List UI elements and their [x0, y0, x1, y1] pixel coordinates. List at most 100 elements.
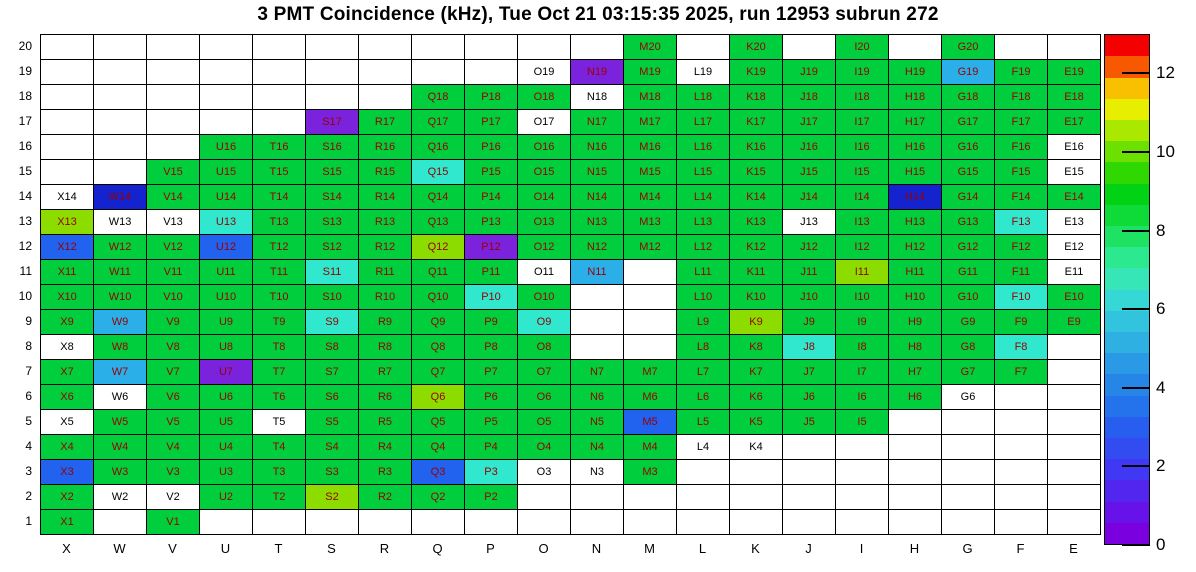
heatmap-cell: G12	[942, 235, 995, 260]
heatmap-cell: T6	[253, 385, 306, 410]
heatmap-cell: E15	[1048, 160, 1101, 185]
heatmap-cell: H16	[889, 135, 942, 160]
heatmap-cell: M14	[624, 185, 677, 210]
heatmap-cell-empty	[253, 85, 306, 110]
heatmap-cell: J18	[783, 85, 836, 110]
heatmap-cell: Q15	[412, 160, 465, 185]
heatmap-cell: G13	[942, 210, 995, 235]
heatmap-cell: X8	[41, 335, 94, 360]
heatmap-cell: E12	[1048, 235, 1101, 260]
colorbar-band	[1105, 183, 1149, 205]
heatmap-cell: X11	[41, 260, 94, 285]
heatmap-cell: M7	[624, 360, 677, 385]
heatmap-cell-empty	[571, 335, 624, 360]
heatmap-cell: Q6	[412, 385, 465, 410]
heatmap-cell: X5	[41, 410, 94, 435]
heatmap-cell: S12	[306, 235, 359, 260]
heatmap-cell: I6	[836, 385, 889, 410]
heatmap-cell-empty	[730, 460, 783, 485]
heatmap-cell: X2	[41, 485, 94, 510]
heatmap-cell: I16	[836, 135, 889, 160]
heatmap-cell: I9	[836, 310, 889, 335]
heatmap-cell-empty	[94, 510, 147, 535]
heatmap-cell: L17	[677, 110, 730, 135]
heatmap-cell: V2	[147, 485, 200, 510]
x-axis-label: L	[698, 541, 707, 556]
heatmap-cell-empty	[942, 460, 995, 485]
y-axis-label: 14	[18, 189, 32, 203]
heatmap-cell-empty	[94, 160, 147, 185]
heatmap-cell: T10	[253, 285, 306, 310]
heatmap-cell-empty	[94, 35, 147, 60]
heatmap-cell: R15	[359, 160, 412, 185]
heatmap-cell-empty	[306, 35, 359, 60]
heatmap-cell-empty	[677, 35, 730, 60]
x-axis-label: N	[591, 541, 602, 556]
y-axis-label: 9	[25, 314, 32, 328]
heatmap-cell: U4	[200, 435, 253, 460]
heatmap-cell: Q3	[412, 460, 465, 485]
y-axis-label: 5	[25, 414, 32, 428]
heatmap-cell: S5	[306, 410, 359, 435]
x-axis-label: G	[962, 541, 973, 556]
heatmap-cell-empty	[677, 460, 730, 485]
heatmap-cell: T3	[253, 460, 306, 485]
heatmap-cell: F12	[995, 235, 1048, 260]
heatmap-cell: V5	[147, 410, 200, 435]
heatmap-cell: P10	[465, 285, 518, 310]
heatmap-cell-empty	[836, 510, 889, 535]
heatmap-cell: Q10	[412, 285, 465, 310]
heatmap-cell: I18	[836, 85, 889, 110]
heatmap-cell: E14	[1048, 185, 1101, 210]
heatmap-cell: R17	[359, 110, 412, 135]
heatmap-cell: J6	[783, 385, 836, 410]
heatmap-cell-empty	[200, 35, 253, 60]
heatmap-cell-empty	[1048, 335, 1101, 360]
heatmap-cell: R2	[359, 485, 412, 510]
heatmap-cell-empty	[253, 60, 306, 85]
heatmap-cell-empty	[147, 85, 200, 110]
heatmap-cell-empty	[1048, 485, 1101, 510]
heatmap-cell: L19	[677, 60, 730, 85]
heatmap-cell: L11	[677, 260, 730, 285]
heatmap-cell-empty	[200, 110, 253, 135]
heatmap-cell: G19	[942, 60, 995, 85]
heatmap-cell: J13	[783, 210, 836, 235]
heatmap-cell: M20	[624, 35, 677, 60]
heatmap-cell: F9	[995, 310, 1048, 335]
heatmap-cell: E19	[1048, 60, 1101, 85]
heatmap-cell: X7	[41, 360, 94, 385]
heatmap-cell: K10	[730, 285, 783, 310]
heatmap-cell-empty	[571, 510, 624, 535]
heatmap-cell: G14	[942, 185, 995, 210]
heatmap-cell-empty	[147, 60, 200, 85]
heatmap-cell: M16	[624, 135, 677, 160]
heatmap-cell-empty	[94, 60, 147, 85]
heatmap-cell: K12	[730, 235, 783, 260]
heatmap-cell-empty	[306, 510, 359, 535]
heatmap-cell-empty	[571, 310, 624, 335]
x-axis-label: K	[751, 541, 760, 556]
heatmap-cell: Q14	[412, 185, 465, 210]
heatmap-cell: N17	[571, 110, 624, 135]
heatmap-cell: L7	[677, 360, 730, 385]
heatmap-cell: L12	[677, 235, 730, 260]
heatmap-cell: S15	[306, 160, 359, 185]
y-axis-label: 3	[25, 464, 32, 478]
heatmap-cell: V12	[147, 235, 200, 260]
heatmap-cell: W14	[94, 185, 147, 210]
heatmap-cell-empty	[783, 35, 836, 60]
heatmap-cell-empty	[836, 485, 889, 510]
heatmap-cell: P16	[465, 135, 518, 160]
heatmap-cell: P3	[465, 460, 518, 485]
heatmap-cell: H17	[889, 110, 942, 135]
heatmap-cell-empty	[1048, 385, 1101, 410]
heatmap-cell: P18	[465, 85, 518, 110]
heatmap-cell-empty	[783, 460, 836, 485]
x-axis-label: E	[1069, 541, 1078, 556]
heatmap-cell: O3	[518, 460, 571, 485]
heatmap-cell: I20	[836, 35, 889, 60]
heatmap-cell: I7	[836, 360, 889, 385]
heatmap-cell: W5	[94, 410, 147, 435]
heatmap-cell: O7	[518, 360, 571, 385]
